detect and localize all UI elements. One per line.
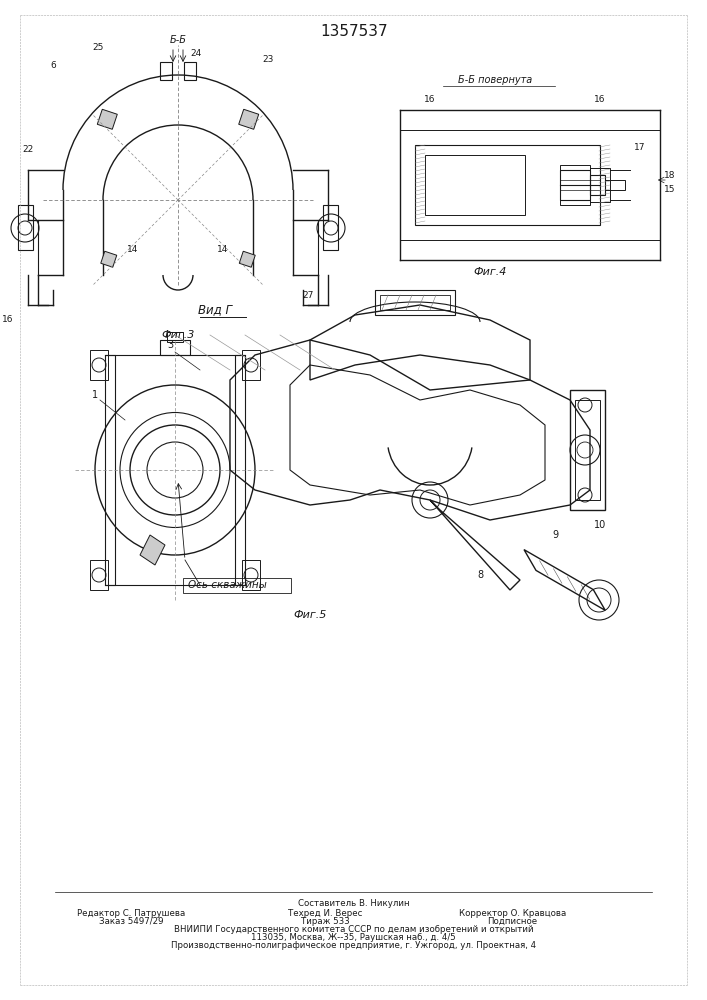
Text: 6: 6 [50, 60, 56, 70]
Text: ВНИИПИ Государственного комитета СССР по делам изобретений и открытий: ВНИИПИ Государственного комитета СССР по… [174, 924, 533, 934]
Text: 16: 16 [2, 316, 13, 324]
Bar [560, 170, 590, 200]
Bar [90, 350, 108, 380]
Text: 10: 10 [594, 520, 606, 530]
Bar [560, 165, 590, 205]
Polygon shape [98, 109, 117, 129]
Bar [380, 295, 450, 310]
Text: 22: 22 [23, 145, 34, 154]
Text: 1: 1 [92, 390, 98, 400]
Polygon shape [140, 535, 165, 565]
Text: Вид Г: Вид Г [198, 304, 232, 316]
Text: 16: 16 [424, 96, 436, 104]
Text: Тираж 533: Тираж 533 [301, 916, 349, 926]
Bar [18, 205, 33, 250]
Text: Заказ 5497/29: Заказ 5497/29 [98, 916, 163, 926]
Bar [160, 62, 172, 80]
Bar [183, 578, 291, 593]
Bar [235, 355, 245, 585]
Text: 23: 23 [262, 55, 274, 64]
Text: Фиг.4: Фиг.4 [473, 267, 507, 277]
Bar [184, 62, 196, 80]
Bar [590, 168, 610, 202]
Text: Фиг.3: Фиг.3 [161, 330, 194, 340]
Bar [242, 560, 260, 590]
Bar [425, 155, 525, 215]
Text: 14: 14 [217, 245, 228, 254]
Bar [323, 205, 338, 250]
Text: 25: 25 [93, 42, 104, 51]
Text: Производственно-полиграфическое предприятие, г. Ужгород, ул. Проектная, 4: Производственно-полиграфическое предприя… [171, 940, 536, 950]
Bar [90, 560, 108, 590]
Text: Б-Б: Б-Б [170, 35, 187, 45]
Text: Составитель В. Никулин: Составитель В. Никулин [298, 898, 409, 908]
Text: 27: 27 [303, 290, 314, 300]
Text: Корректор О. Кравцова: Корректор О. Кравцова [459, 908, 566, 918]
Polygon shape [239, 251, 255, 267]
Bar [375, 290, 455, 315]
Text: 24: 24 [190, 48, 201, 57]
Text: 14: 14 [127, 245, 139, 254]
Text: 8: 8 [477, 570, 483, 580]
Bar [167, 332, 183, 342]
Text: Техред И. Верес: Техред И. Верес [288, 908, 363, 918]
Bar [105, 355, 115, 585]
Bar [415, 145, 600, 225]
Polygon shape [239, 109, 259, 129]
Bar [160, 340, 190, 355]
Text: 18: 18 [665, 170, 676, 180]
Text: 1357537: 1357537 [320, 24, 388, 39]
Bar [242, 350, 260, 380]
Bar [570, 390, 605, 510]
Text: Фиг.5: Фиг.5 [293, 610, 327, 620]
Text: 9: 9 [552, 530, 558, 540]
Text: Редактор С. Патрушева: Редактор С. Патрушева [76, 908, 185, 918]
Text: 17: 17 [634, 143, 645, 152]
Text: 3: 3 [167, 340, 173, 350]
Polygon shape [101, 251, 117, 267]
Text: Ось скважины: Ось скважины [188, 580, 267, 590]
Text: Подписное: Подписное [488, 916, 537, 926]
Text: 16: 16 [595, 96, 606, 104]
Text: Б-Б повернута: Б-Б повернута [458, 75, 532, 85]
Text: 113035, Москва, Ж--35, Раушская наб., д. 4/5: 113035, Москва, Ж--35, Раушская наб., д.… [251, 932, 456, 942]
Bar [575, 400, 600, 500]
Bar [605, 180, 625, 190]
Text: 15: 15 [665, 186, 676, 194]
Bar [590, 175, 605, 195]
